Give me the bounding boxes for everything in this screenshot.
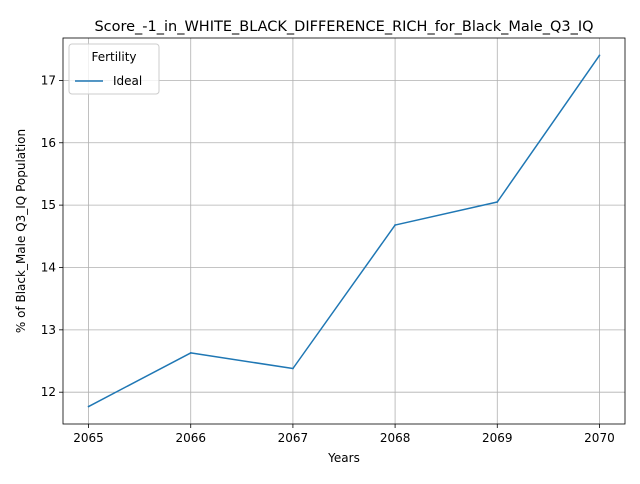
y-tick-label: 17 <box>41 73 56 87</box>
y-tick-label: 14 <box>41 260 56 274</box>
data-point <box>496 201 499 203</box>
legend-label: Ideal <box>113 74 142 88</box>
grid <box>63 38 625 424</box>
y-axis: 12 13 14 15 16 17 <box>41 73 63 399</box>
y-tick-label: 15 <box>41 198 56 212</box>
y-tick-label: 12 <box>41 385 56 399</box>
data-point <box>87 405 90 408</box>
data-point <box>292 367 294 370</box>
x-tick-label: 2070 <box>584 431 615 445</box>
data-point <box>598 54 601 57</box>
y-axis-label: % of Black_Male Q3_IQ Population <box>14 129 28 333</box>
legend: Fertility Ideal <box>68 43 160 95</box>
plot-frame <box>62 37 626 425</box>
y-tick-label: 16 <box>41 136 56 150</box>
x-tick-label: 2065 <box>73 431 104 445</box>
data-point <box>189 352 192 354</box>
x-axis: 2065 2066 2067 2068 2069 2070 <box>73 424 615 445</box>
series-line-ideal <box>88 55 601 408</box>
x-axis-label: Years <box>327 451 360 465</box>
chart-title: Score_-1_in_WHITE_BLACK_DIFFERENCE_RICH_… <box>94 19 593 35</box>
y-tick-label: 13 <box>41 323 56 337</box>
x-tick-label: 2066 <box>175 431 206 445</box>
series-layer <box>87 54 601 408</box>
data-point <box>394 224 396 226</box>
x-tick-label: 2067 <box>278 431 309 445</box>
x-tick-label: 2068 <box>380 431 411 445</box>
x-tick-label: 2069 <box>482 431 513 445</box>
legend-title: Fertility <box>91 50 136 64</box>
